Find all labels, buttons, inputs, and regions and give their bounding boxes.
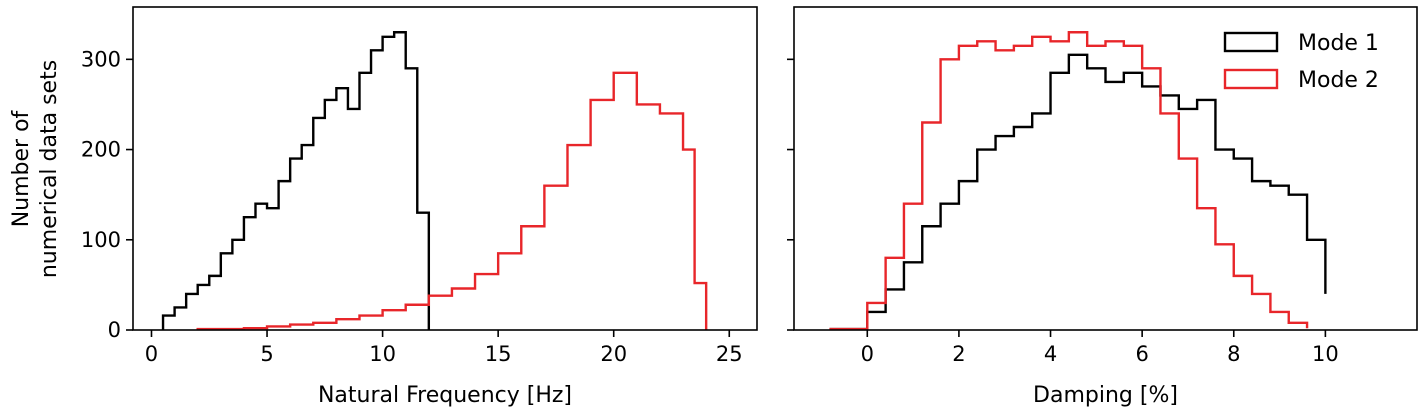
x-tick-label: 6 [1135,342,1148,366]
x-tick-label: 20 [600,342,627,366]
y-axis-label-line1: Number of [9,109,34,227]
y-tick-label: 0 [108,318,121,342]
y-tick-label: 200 [81,138,121,162]
x-tick-label: 15 [485,342,512,366]
x-tick-label: 2 [952,342,965,366]
x-tick-label: 10 [1312,342,1339,366]
x-tick-label: 8 [1227,342,1240,366]
x-tick-label: 25 [716,342,743,366]
legend-swatch [1223,31,1279,53]
series-2-step-line [829,31,1309,330]
x-tick-label: 5 [260,342,273,366]
legend-swatch [1223,68,1279,90]
y-axis-label-line2: numerical data sets [37,60,62,278]
x-tick-label: 4 [1044,342,1057,366]
axes-frame [793,6,1418,331]
series-1-step-line [161,31,431,330]
series-1-step-line [829,53,1327,330]
x-tick-label: 10 [369,342,396,366]
series-2-step-line [196,71,708,330]
legend-label: Mode 2 [1298,68,1379,93]
x-axis-label: Damping [%] [1033,383,1178,408]
x-tick-label: 0 [861,342,874,366]
legend: Mode 1 Mode 2 [1223,31,1379,93]
axes-frame [132,6,758,331]
y-tick-label: 300 [81,47,121,71]
x-tick-label: 0 [145,342,158,366]
natural-frequency-histogram: 0 5 10 15 20 25 0 100 200 300 Natural Frequency [H… [81,6,758,408]
legend-label: Mode 1 [1298,31,1379,56]
y-tick-label: 100 [81,228,121,252]
damping-histogram: 0 2 4 6 8 10 Damping [%] Mode 1 Mode 2 [787,6,1418,408]
x-axis-label: Natural Frequency [Hz] [318,383,572,408]
